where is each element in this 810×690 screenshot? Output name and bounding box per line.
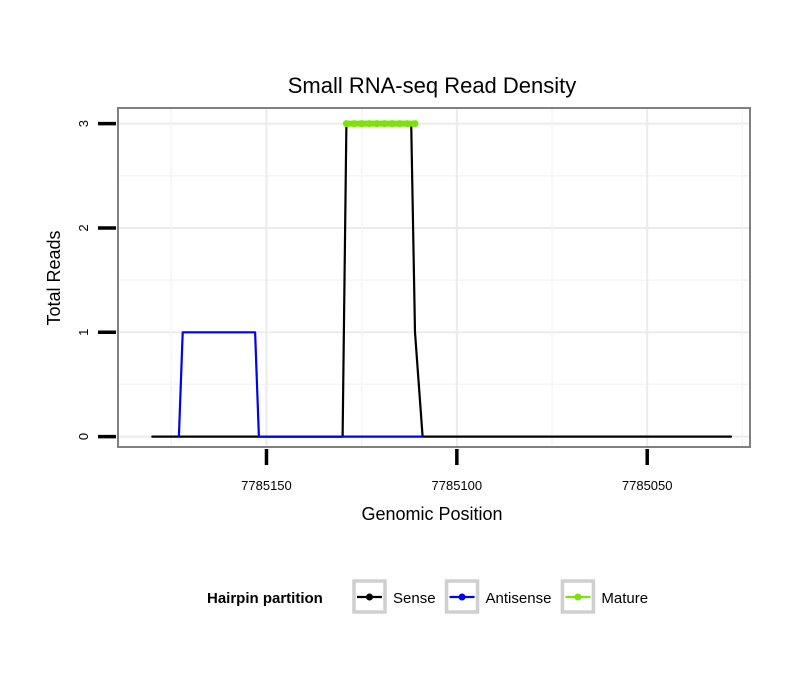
- legend-key-sense: Sense: [352, 579, 436, 614]
- y-tick-label: 2: [76, 224, 91, 231]
- data-point-mature: [342, 120, 350, 128]
- y-tick-label: 0: [76, 433, 91, 440]
- data-point-mature: [365, 120, 373, 128]
- plot-border: [117, 107, 751, 448]
- legend-key-antisense: Antisense: [444, 579, 552, 614]
- legend: Hairpin partition Sense Antisense Mature: [207, 579, 648, 614]
- legend-dot: [458, 593, 466, 601]
- series-line-antisense: [177, 331, 424, 438]
- plot-panel: [118, 108, 750, 447]
- legend-label: Mature: [601, 590, 648, 607]
- data-point-mature: [411, 120, 419, 128]
- legend-dot: [366, 593, 373, 601]
- x-tick-label: 7785150: [241, 478, 292, 493]
- y-tick-label: 1: [76, 329, 91, 336]
- y-tick-label: 3: [76, 120, 91, 127]
- legend-label: Antisense: [486, 590, 552, 607]
- y-axis: 0 1 2 3: [76, 120, 116, 440]
- x-tick-label: 7785050: [622, 478, 673, 493]
- data-point-mature: [381, 120, 389, 128]
- x-axis: 7785150 7785100 7785050: [241, 449, 673, 493]
- data-point-mature: [350, 120, 358, 128]
- legend-key-mature: Mature: [560, 579, 648, 614]
- chart-title: Small RNA-seq Read Density: [288, 73, 577, 98]
- data-point-mature: [403, 120, 411, 128]
- y-axis-title: Total Reads: [44, 230, 64, 325]
- legend-title: Hairpin partition: [207, 590, 323, 607]
- legend-dot: [574, 593, 582, 601]
- data-point-mature: [373, 120, 381, 128]
- series-layer: [151, 120, 733, 438]
- data-point-mature: [358, 120, 366, 128]
- legend-label: Sense: [393, 590, 436, 607]
- x-axis-title: Genomic Position: [361, 504, 502, 524]
- x-tick-label: 7785100: [432, 478, 483, 493]
- data-point-mature: [396, 120, 404, 128]
- data-point-mature: [388, 120, 396, 128]
